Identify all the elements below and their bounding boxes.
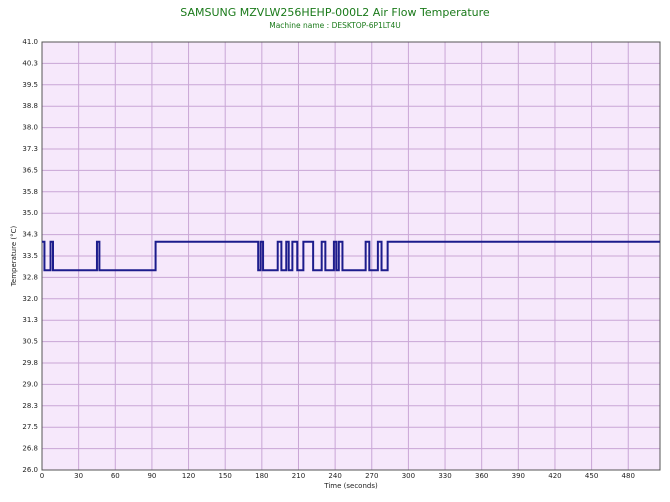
x-tick-label: 270 bbox=[365, 472, 378, 480]
y-tick-label: 27.5 bbox=[22, 423, 38, 431]
y-tick-label: 30.5 bbox=[22, 338, 38, 346]
y-axis-label: Temperature (°C) bbox=[10, 226, 18, 288]
y-tick-label: 39.5 bbox=[22, 81, 38, 89]
x-tick-label: 330 bbox=[438, 472, 451, 480]
y-tick-label: 35.8 bbox=[22, 188, 38, 196]
y-tick-label: 38.8 bbox=[22, 102, 38, 110]
plot-border bbox=[41, 41, 661, 471]
y-tick-label: 38.0 bbox=[22, 124, 38, 132]
y-tick-label: 29.8 bbox=[22, 359, 38, 367]
y-tick-label: 26.8 bbox=[22, 445, 38, 453]
x-tick-label: 300 bbox=[402, 472, 415, 480]
y-tick-label: 36.5 bbox=[22, 166, 38, 174]
x-tick-label: 30 bbox=[74, 472, 83, 480]
y-tick-label: 26.0 bbox=[22, 466, 38, 474]
x-tick-label: 0 bbox=[40, 472, 44, 480]
y-tick-label: 32.0 bbox=[22, 295, 38, 303]
x-tick-label: 180 bbox=[255, 472, 268, 480]
chart-subtitle: Machine name : DESKTOP-6P1LT4U bbox=[269, 21, 401, 30]
x-tick-label: 240 bbox=[328, 472, 341, 480]
x-axis-label: Time (seconds) bbox=[323, 482, 378, 490]
x-tick-label: 90 bbox=[147, 472, 156, 480]
y-tick-label: 40.3 bbox=[22, 59, 38, 67]
x-tick-label: 420 bbox=[548, 472, 561, 480]
y-tick-label: 29.0 bbox=[22, 380, 38, 388]
y-tick-label: 37.3 bbox=[22, 145, 38, 153]
y-tick-label: 41.0 bbox=[22, 38, 38, 46]
y-tick-label: 32.8 bbox=[22, 273, 38, 281]
x-tick-label: 450 bbox=[585, 472, 598, 480]
y-tick-label: 31.3 bbox=[22, 316, 38, 324]
chart-title: SAMSUNG MZVLW256HEHP-000L2 Air Flow Temp… bbox=[180, 6, 490, 19]
x-tick-label: 150 bbox=[219, 472, 232, 480]
x-tick-label: 480 bbox=[622, 472, 635, 480]
x-tick-label: 390 bbox=[512, 472, 525, 480]
x-tick-label: 120 bbox=[182, 472, 195, 480]
x-tick-label: 210 bbox=[292, 472, 305, 480]
data-line bbox=[42, 240, 660, 272]
x-tick-label: 60 bbox=[111, 472, 120, 480]
y-tick-label: 33.5 bbox=[22, 252, 38, 260]
y-tick-label: 34.3 bbox=[22, 231, 38, 239]
y-tick-label: 28.3 bbox=[22, 402, 38, 410]
y-tick-label: 35.0 bbox=[22, 209, 38, 217]
x-tick-label: 360 bbox=[475, 472, 488, 480]
